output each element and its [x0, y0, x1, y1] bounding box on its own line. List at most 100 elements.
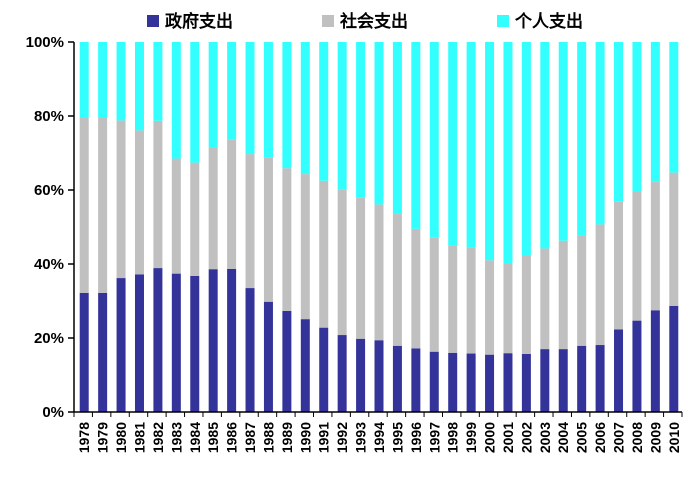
bar-segment-2005-s1 — [577, 235, 587, 346]
bar-segment-1992-s1 — [337, 189, 347, 336]
bar-segment-2006-s2 — [595, 42, 605, 225]
bar-segment-1985-s2 — [208, 42, 218, 148]
bar-segment-2000-s0 — [485, 354, 495, 412]
x-tick-label-1978: 1978 — [76, 422, 92, 453]
bar-segment-1981-s0 — [134, 274, 144, 412]
x-tick-label-1994: 1994 — [371, 422, 387, 453]
bar-segment-1987-s1 — [245, 154, 255, 289]
legend: 政府支出 社会支出 个人支出 — [147, 11, 583, 32]
bar-segment-1986-s0 — [227, 268, 237, 412]
x-tick-label-2004: 2004 — [555, 422, 571, 453]
bar-segment-1987-s0 — [245, 288, 255, 412]
bar-segment-1982-s0 — [153, 268, 163, 412]
bar-segment-1996-s2 — [411, 42, 421, 229]
x-tick-label-1987: 1987 — [242, 422, 258, 453]
legend-swatch-2 — [497, 15, 509, 27]
bar-segment-2005-s0 — [577, 345, 587, 412]
bar-segment-1993-s2 — [356, 42, 366, 198]
x-tick-label-1982: 1982 — [150, 422, 166, 453]
legend-label-1: 社会支出 — [339, 11, 408, 32]
legend-label-2: 个人支出 — [514, 11, 583, 32]
legend-swatch-1 — [322, 15, 334, 27]
bar-segment-1990-s1 — [300, 174, 310, 320]
x-tick-label-2010: 2010 — [666, 422, 682, 453]
bar-segment-1989-s1 — [282, 168, 292, 311]
x-tick-label-1985: 1985 — [205, 422, 221, 453]
bar-segment-2001-s0 — [503, 353, 513, 412]
bar-segment-1997-s2 — [429, 42, 439, 238]
y-tick-label: 100% — [26, 34, 64, 51]
x-tick-label-1990: 1990 — [297, 422, 313, 453]
x-tick-label-1992: 1992 — [334, 422, 350, 453]
bar-segment-2009-s2 — [650, 42, 660, 182]
x-tick-label-2008: 2008 — [629, 422, 645, 453]
bar-segment-1995-s0 — [392, 345, 402, 412]
x-tick-label-2001: 2001 — [500, 422, 516, 453]
bar-segment-1994-s1 — [374, 204, 384, 341]
x-tick-label-2006: 2006 — [592, 422, 608, 453]
bar-segment-2006-s1 — [595, 224, 605, 346]
bar-segment-2002-s1 — [521, 255, 531, 354]
bar-segment-1979-s0 — [98, 292, 108, 412]
bar-segment-2003-s0 — [540, 349, 550, 412]
bar-segment-2000-s1 — [485, 260, 495, 355]
bar-segment-1992-s2 — [337, 42, 347, 190]
bar-segment-1987-s2 — [245, 42, 255, 155]
bar-segment-1998-s1 — [448, 245, 458, 353]
x-tick-label-1980: 1980 — [113, 422, 129, 453]
x-tick-label-1995: 1995 — [389, 422, 405, 453]
x-tick-label-2005: 2005 — [574, 422, 590, 453]
bars — [79, 42, 679, 412]
bar-segment-2008-s2 — [632, 42, 642, 192]
x-tick-label-1998: 1998 — [445, 422, 461, 453]
bar-segment-1980-s0 — [116, 278, 126, 412]
x-tick-label-2009: 2009 — [647, 422, 663, 453]
bar-segment-2010-s1 — [669, 172, 679, 306]
x-tick-label-1989: 1989 — [279, 422, 295, 453]
legend-swatch-0 — [147, 15, 159, 27]
x-tick-label-1979: 1979 — [95, 422, 111, 453]
x-tick-label-1984: 1984 — [187, 422, 203, 453]
bar-segment-1980-s1 — [116, 120, 126, 279]
bar-segment-2004-s0 — [558, 349, 568, 412]
bar-segment-2003-s1 — [540, 248, 550, 350]
bar-segment-1988-s1 — [263, 157, 273, 302]
bar-segment-1984-s1 — [190, 162, 200, 276]
bar-segment-1988-s2 — [263, 42, 273, 158]
bar-segment-1978-s0 — [79, 292, 89, 412]
bar-segment-1998-s2 — [448, 42, 458, 246]
bar-segment-1985-s1 — [208, 147, 218, 270]
bar-segment-1991-s1 — [319, 180, 329, 328]
y-axis-ticks: 0% 20% 40% 60% 80% 100% — [26, 34, 74, 421]
bar-segment-1995-s2 — [392, 42, 402, 215]
bar-segment-2009-s1 — [650, 181, 660, 311]
bar-segment-1979-s1 — [98, 117, 108, 293]
bar-segment-1978-s2 — [79, 42, 89, 118]
bar-segment-1996-s0 — [411, 348, 421, 412]
bar-segment-1997-s1 — [429, 237, 439, 352]
bar-segment-1993-s1 — [356, 197, 366, 339]
bar-segment-2001-s1 — [503, 264, 513, 354]
bar-segment-1984-s0 — [190, 275, 200, 412]
bar-segment-1988-s0 — [263, 301, 273, 412]
bar-segment-2006-s0 — [595, 345, 605, 412]
bar-segment-2003-s2 — [540, 42, 550, 249]
bar-segment-1994-s2 — [374, 42, 384, 205]
y-tick-label: 20% — [34, 330, 64, 347]
bar-segment-2010-s0 — [669, 305, 679, 412]
x-tick-label-2002: 2002 — [518, 422, 534, 453]
x-tick-label-2007: 2007 — [611, 422, 627, 453]
y-tick-label: 40% — [34, 256, 64, 273]
bar-segment-1991-s2 — [319, 42, 329, 181]
bar-segment-1979-s2 — [98, 42, 108, 118]
y-tick-label: 80% — [34, 108, 64, 125]
bar-segment-2001-s2 — [503, 42, 513, 264]
y-tick-label: 0% — [42, 404, 64, 421]
bar-segment-1980-s2 — [116, 42, 126, 121]
bar-segment-2007-s0 — [614, 329, 624, 412]
bar-segment-1984-s2 — [190, 42, 200, 163]
bar-segment-1986-s2 — [227, 42, 237, 140]
bar-segment-1997-s0 — [429, 351, 439, 412]
bar-segment-1983-s2 — [171, 42, 181, 159]
